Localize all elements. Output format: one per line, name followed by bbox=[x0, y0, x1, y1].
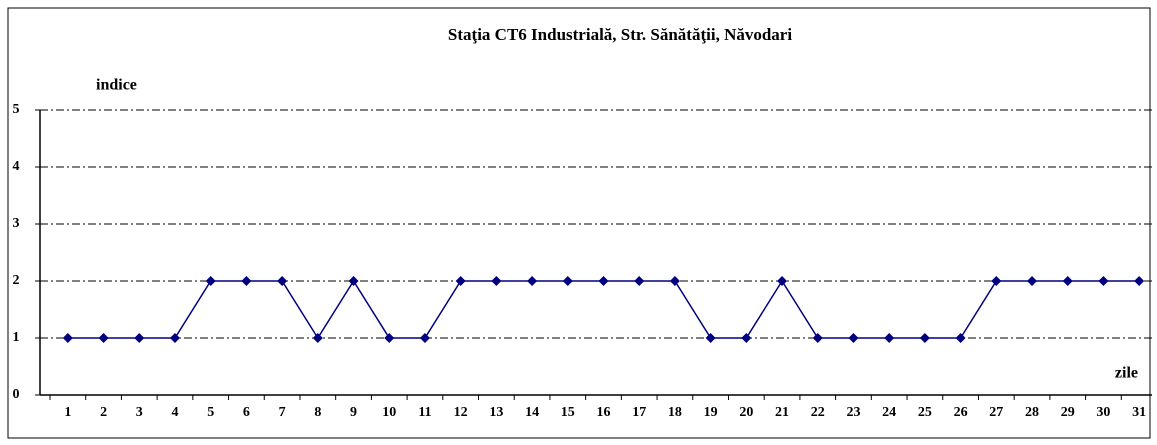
data-point bbox=[527, 276, 538, 286]
x-tick-label: 29 bbox=[1061, 405, 1075, 420]
data-point bbox=[598, 276, 609, 286]
x-tick-label: 31 bbox=[1132, 405, 1146, 420]
x-tick-label: 1 bbox=[64, 405, 71, 420]
x-tick-label: 24 bbox=[882, 405, 896, 420]
y-tick-label: 0 bbox=[13, 387, 20, 402]
x-tick-label: 25 bbox=[918, 405, 932, 420]
data-point bbox=[955, 333, 966, 343]
data-point bbox=[777, 276, 788, 286]
data-point bbox=[991, 276, 1002, 286]
data-point bbox=[1098, 276, 1109, 286]
data-point bbox=[919, 333, 930, 343]
x-tick-label: 8 bbox=[314, 405, 321, 420]
data-point bbox=[669, 276, 680, 286]
x-tick-label: 27 bbox=[989, 405, 1003, 420]
data-point bbox=[562, 276, 573, 286]
data-point bbox=[741, 333, 752, 343]
x-tick-label: 23 bbox=[846, 405, 860, 420]
x-tick-label: 20 bbox=[739, 405, 753, 420]
x-tick-label: 6 bbox=[243, 405, 250, 420]
y-tick-label: 5 bbox=[13, 102, 20, 117]
y-tick-label: 4 bbox=[13, 159, 20, 174]
data-point bbox=[134, 333, 145, 343]
data-point bbox=[455, 276, 466, 286]
x-tick-label: 2 bbox=[100, 405, 107, 420]
x-tick-label: 10 bbox=[382, 405, 396, 420]
x-tick-label: 9 bbox=[350, 405, 357, 420]
x-tick-label: 5 bbox=[207, 405, 214, 420]
data-point bbox=[491, 276, 502, 286]
data-point bbox=[884, 333, 895, 343]
data-point bbox=[705, 333, 716, 343]
x-tick-label: 17 bbox=[632, 405, 646, 420]
x-tick-label: 26 bbox=[954, 405, 968, 420]
y-tick-label: 3 bbox=[13, 216, 20, 231]
x-tick-label: 22 bbox=[811, 405, 825, 420]
data-point bbox=[348, 276, 359, 286]
data-point bbox=[812, 333, 823, 343]
x-axis-label: zile bbox=[1115, 365, 1138, 382]
x-tick-label: 30 bbox=[1096, 405, 1110, 420]
x-tick-label: 21 bbox=[775, 405, 789, 420]
x-tick-label: 18 bbox=[668, 405, 682, 420]
data-point bbox=[1027, 276, 1038, 286]
x-tick-label: 11 bbox=[418, 405, 431, 420]
data-point bbox=[1062, 276, 1073, 286]
data-point bbox=[1134, 276, 1145, 286]
data-point bbox=[848, 333, 859, 343]
x-tick-label: 15 bbox=[561, 405, 575, 420]
y-tick-label: 2 bbox=[13, 273, 20, 288]
x-tick-label: 3 bbox=[136, 405, 143, 420]
x-tick-label: 7 bbox=[279, 405, 286, 420]
data-point bbox=[98, 333, 109, 343]
x-tick-label: 12 bbox=[454, 405, 468, 420]
x-tick-label: 19 bbox=[704, 405, 718, 420]
data-point bbox=[277, 276, 288, 286]
y-axis-label: indice bbox=[96, 77, 137, 94]
y-tick-label: 1 bbox=[13, 330, 20, 345]
data-point bbox=[634, 276, 645, 286]
chart-title: Staţia CT6 Industrială, Str. Sănătăţii, … bbox=[448, 25, 792, 44]
x-tick-label: 16 bbox=[597, 405, 611, 420]
chart-frame bbox=[7, 7, 1151, 439]
data-point bbox=[384, 333, 395, 343]
data-point bbox=[205, 276, 216, 286]
data-point bbox=[312, 333, 323, 343]
data-point bbox=[169, 333, 180, 343]
x-tick-label: 13 bbox=[489, 405, 503, 420]
data-point bbox=[62, 333, 73, 343]
x-tick-label: 28 bbox=[1025, 405, 1039, 420]
x-tick-label: 14 bbox=[525, 405, 539, 420]
data-point bbox=[419, 333, 430, 343]
x-tick-label: 4 bbox=[171, 405, 178, 420]
data-point bbox=[241, 276, 252, 286]
